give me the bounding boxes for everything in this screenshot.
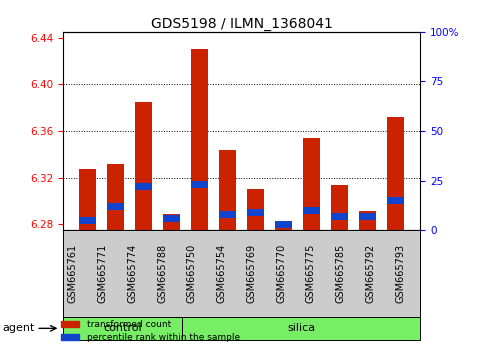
Bar xyxy=(303,207,320,214)
Text: GSM665771: GSM665771 xyxy=(98,244,108,303)
Bar xyxy=(135,102,152,230)
Text: GSM665750: GSM665750 xyxy=(187,244,197,303)
Text: GSM665788: GSM665788 xyxy=(157,244,167,303)
Bar xyxy=(191,49,208,230)
Bar xyxy=(135,183,152,190)
Text: GSM665769: GSM665769 xyxy=(246,244,256,303)
Text: GSM665774: GSM665774 xyxy=(127,244,137,303)
Bar xyxy=(107,164,124,230)
Text: agent: agent xyxy=(2,323,35,333)
Bar xyxy=(331,185,348,230)
Bar xyxy=(107,203,124,210)
Text: GSM665761: GSM665761 xyxy=(68,244,78,303)
Bar xyxy=(191,181,208,188)
Bar xyxy=(275,221,292,228)
Bar xyxy=(387,197,404,204)
Bar xyxy=(219,211,236,218)
Bar xyxy=(219,150,236,230)
Text: GSM665793: GSM665793 xyxy=(395,244,405,303)
Bar xyxy=(247,189,264,230)
Text: GSM665754: GSM665754 xyxy=(216,244,227,303)
Bar xyxy=(247,209,264,216)
Title: GDS5198 / ILMN_1368041: GDS5198 / ILMN_1368041 xyxy=(151,17,332,31)
Bar xyxy=(79,170,96,230)
Bar xyxy=(79,217,96,224)
Legend: transformed count, percentile rank within the sample: transformed count, percentile rank withi… xyxy=(57,316,243,346)
Bar xyxy=(331,213,348,220)
Text: control: control xyxy=(103,323,142,333)
Bar xyxy=(359,211,376,230)
Text: silica: silica xyxy=(287,323,315,333)
Bar xyxy=(163,214,180,230)
Text: GSM665775: GSM665775 xyxy=(306,244,316,303)
Text: GSM665770: GSM665770 xyxy=(276,244,286,303)
Bar xyxy=(275,222,292,230)
Text: GSM665785: GSM665785 xyxy=(336,244,346,303)
Bar xyxy=(163,215,180,222)
Bar xyxy=(303,138,320,230)
Text: GSM665792: GSM665792 xyxy=(366,244,376,303)
Bar xyxy=(359,213,376,220)
Bar xyxy=(387,117,404,230)
